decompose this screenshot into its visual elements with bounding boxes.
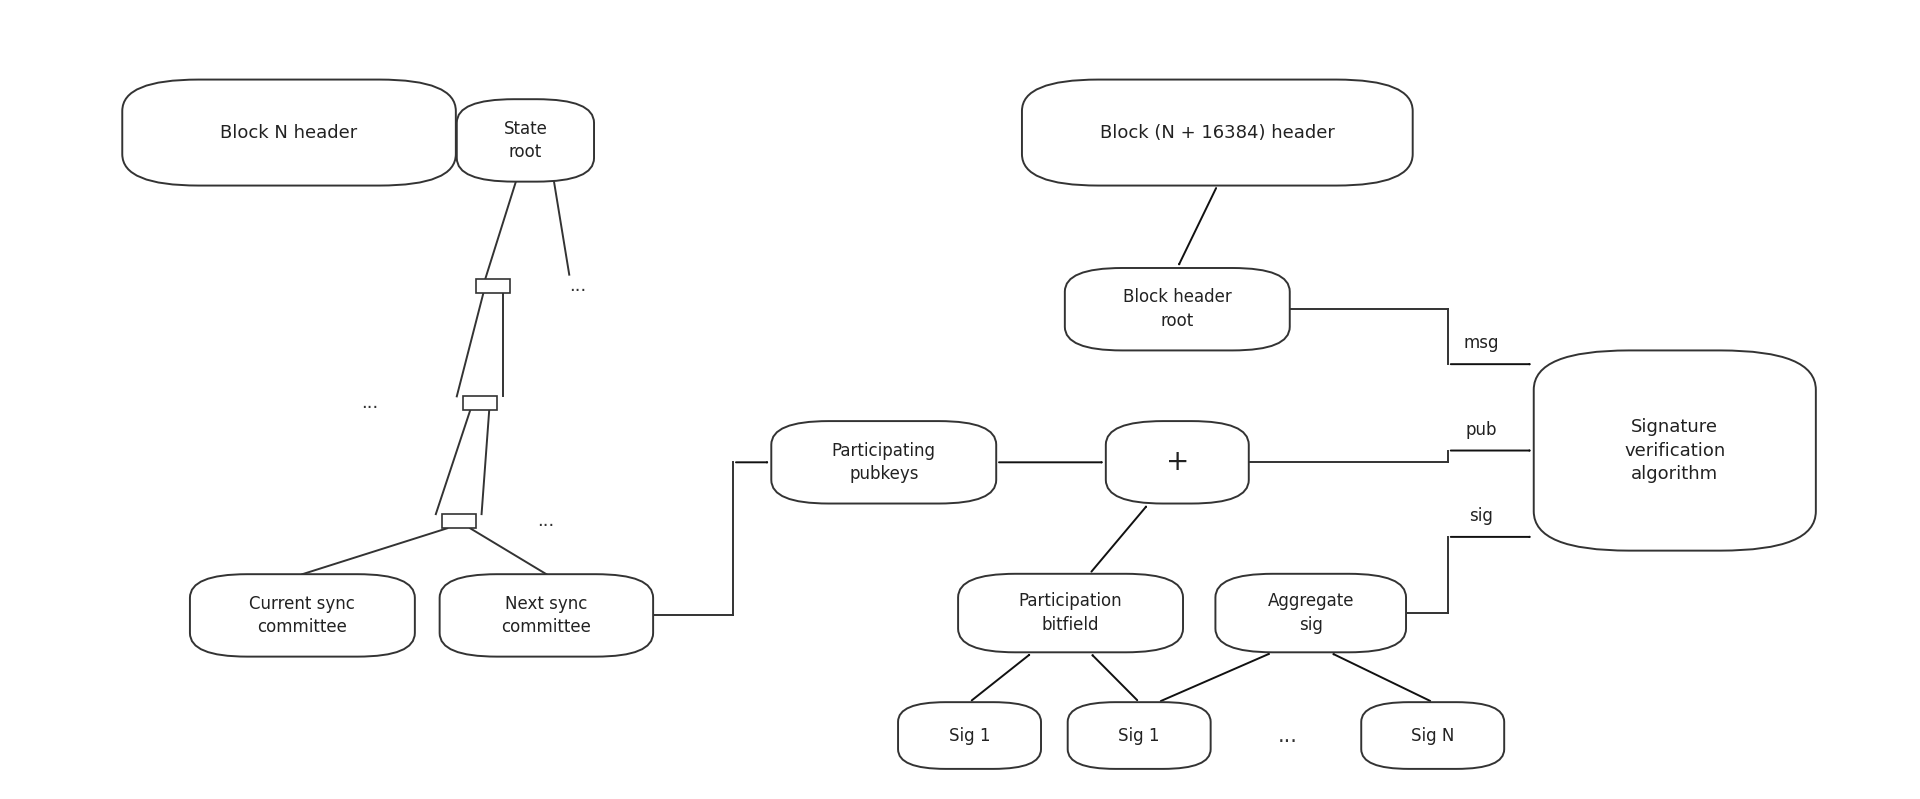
Text: Block (N + 16384) header: Block (N + 16384) header [1100,124,1334,141]
FancyBboxPatch shape [1215,574,1405,652]
Text: Participating
pubkeys: Participating pubkeys [831,442,935,483]
FancyBboxPatch shape [1068,702,1212,769]
Text: Block header
root: Block header root [1123,288,1231,330]
FancyBboxPatch shape [958,574,1183,652]
FancyBboxPatch shape [1106,421,1248,503]
Bar [463,396,497,411]
Text: +: + [1165,448,1188,476]
Text: msg: msg [1463,335,1500,352]
Text: ...: ... [1279,725,1298,745]
Bar [442,514,476,528]
Bar [476,279,511,292]
FancyBboxPatch shape [457,99,593,181]
Text: Aggregate
sig: Aggregate sig [1267,592,1354,634]
Text: Sig 1: Sig 1 [1119,726,1160,745]
FancyBboxPatch shape [1534,351,1816,551]
FancyBboxPatch shape [772,421,996,503]
FancyBboxPatch shape [1021,80,1413,185]
Text: State
root: State root [503,120,547,161]
FancyBboxPatch shape [1066,268,1290,351]
Text: Sig N: Sig N [1411,726,1455,745]
Text: ...: ... [538,512,555,531]
FancyBboxPatch shape [1361,702,1503,769]
Text: Participation
bitfield: Participation bitfield [1020,592,1123,634]
FancyBboxPatch shape [899,702,1041,769]
Text: Current sync
committee: Current sync committee [250,594,355,636]
FancyBboxPatch shape [440,574,653,657]
Text: Next sync
committee: Next sync committee [501,594,591,636]
Text: Signature
verification
algorithm: Signature verification algorithm [1624,418,1726,483]
Text: ...: ... [361,395,378,412]
FancyBboxPatch shape [190,574,415,657]
Text: Sig 1: Sig 1 [948,726,991,745]
Text: sig: sig [1469,507,1494,525]
FancyBboxPatch shape [123,80,455,185]
Text: ...: ... [568,276,586,295]
Text: pub: pub [1465,421,1498,439]
Text: Block N header: Block N header [221,124,357,141]
